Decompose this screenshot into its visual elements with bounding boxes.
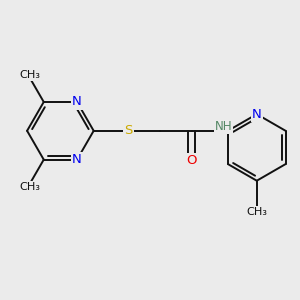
Text: CH₃: CH₃ bbox=[19, 70, 40, 80]
Text: CH₃: CH₃ bbox=[246, 207, 267, 217]
Text: S: S bbox=[124, 124, 133, 137]
Text: CH₃: CH₃ bbox=[19, 182, 40, 192]
Text: NH: NH bbox=[215, 120, 232, 133]
Text: N: N bbox=[72, 153, 82, 166]
Text: N: N bbox=[72, 95, 82, 109]
Text: N: N bbox=[252, 108, 262, 121]
Text: O: O bbox=[187, 154, 197, 167]
